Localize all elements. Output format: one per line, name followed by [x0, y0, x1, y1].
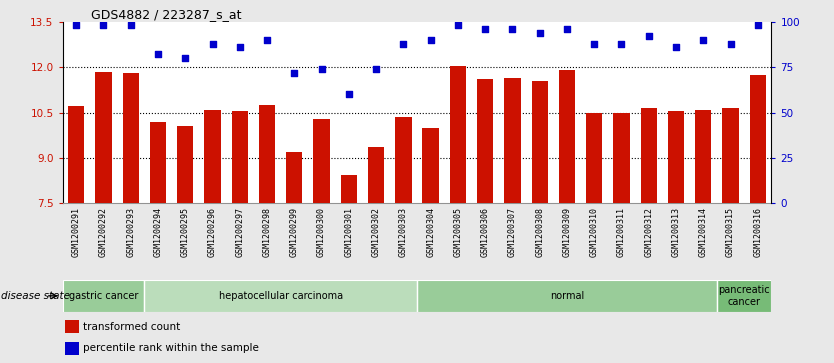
Text: GSM1200293: GSM1200293 — [126, 207, 135, 257]
Point — [560, 26, 574, 32]
Point — [724, 41, 737, 46]
Bar — [65, 320, 79, 333]
Bar — [204, 110, 221, 203]
Text: GSM1200300: GSM1200300 — [317, 207, 326, 257]
Bar — [695, 110, 711, 203]
Bar — [450, 66, 466, 203]
Text: GSM1200304: GSM1200304 — [426, 207, 435, 257]
Point — [642, 33, 656, 39]
Bar — [340, 175, 357, 203]
Text: GSM1200307: GSM1200307 — [508, 207, 517, 257]
Text: GSM1200316: GSM1200316 — [753, 207, 762, 257]
Bar — [417, 280, 717, 312]
Point — [206, 41, 219, 46]
Bar — [505, 78, 520, 203]
Text: normal: normal — [550, 291, 584, 301]
Text: GSM1200295: GSM1200295 — [181, 207, 190, 257]
Text: GSM1200292: GSM1200292 — [99, 207, 108, 257]
Point — [670, 44, 683, 50]
Text: GSM1200311: GSM1200311 — [617, 207, 626, 257]
Bar — [423, 128, 439, 203]
Text: percentile rank within the sample: percentile rank within the sample — [83, 343, 259, 354]
Text: GDS4882 / 223287_s_at: GDS4882 / 223287_s_at — [91, 8, 241, 21]
Point — [178, 55, 192, 61]
Bar — [144, 280, 417, 312]
Point — [424, 37, 437, 43]
Bar — [395, 117, 411, 203]
Text: GSM1200308: GSM1200308 — [535, 207, 545, 257]
Text: GSM1200314: GSM1200314 — [699, 207, 708, 257]
Bar — [477, 79, 494, 203]
Point — [751, 23, 765, 28]
Point — [479, 26, 492, 32]
Text: GSM1200309: GSM1200309 — [562, 207, 571, 257]
Bar — [314, 119, 329, 203]
Bar — [65, 342, 79, 355]
Point — [615, 41, 628, 46]
Bar — [68, 106, 84, 203]
Bar — [259, 105, 275, 203]
Point — [696, 37, 710, 43]
Text: GSM1200298: GSM1200298 — [263, 207, 272, 257]
Bar — [586, 113, 602, 203]
Bar — [559, 70, 575, 203]
Text: hepatocellular carcinoma: hepatocellular carcinoma — [219, 291, 343, 301]
Point — [260, 37, 274, 43]
Text: GSM1200303: GSM1200303 — [399, 207, 408, 257]
Point — [397, 41, 410, 46]
Text: GSM1200302: GSM1200302 — [372, 207, 380, 257]
Point — [69, 23, 83, 28]
Bar — [722, 108, 739, 203]
Text: GSM1200305: GSM1200305 — [454, 207, 462, 257]
Text: GSM1200297: GSM1200297 — [235, 207, 244, 257]
Bar — [63, 280, 144, 312]
Bar — [750, 75, 766, 203]
Bar — [717, 280, 771, 312]
Text: GSM1200315: GSM1200315 — [726, 207, 735, 257]
Point — [505, 26, 519, 32]
Bar — [668, 111, 684, 203]
Bar — [368, 147, 384, 203]
Bar — [177, 126, 193, 203]
Text: GSM1200313: GSM1200313 — [671, 207, 681, 257]
Text: GSM1200301: GSM1200301 — [344, 207, 354, 257]
Text: transformed count: transformed count — [83, 322, 180, 332]
Bar — [123, 73, 139, 203]
Bar — [95, 72, 112, 203]
Text: GSM1200291: GSM1200291 — [72, 207, 81, 257]
Text: disease state: disease state — [1, 291, 70, 301]
Point — [315, 66, 329, 72]
Text: GSM1200312: GSM1200312 — [644, 207, 653, 257]
Point — [587, 41, 600, 46]
Text: GSM1200296: GSM1200296 — [208, 207, 217, 257]
Text: GSM1200306: GSM1200306 — [480, 207, 490, 257]
Point — [533, 30, 546, 36]
Point — [342, 91, 355, 97]
Text: pancreatic
cancer: pancreatic cancer — [718, 285, 770, 307]
Point — [97, 23, 110, 28]
Bar — [613, 113, 630, 203]
Text: gastric cancer: gastric cancer — [68, 291, 138, 301]
Bar — [286, 152, 303, 203]
Point — [288, 70, 301, 76]
Text: GSM1200294: GSM1200294 — [153, 207, 163, 257]
Bar — [150, 122, 166, 203]
Text: GSM1200310: GSM1200310 — [590, 207, 599, 257]
Bar — [531, 81, 548, 203]
Bar — [641, 108, 657, 203]
Point — [451, 23, 465, 28]
Point — [369, 66, 383, 72]
Point — [151, 52, 164, 57]
Text: GSM1200299: GSM1200299 — [289, 207, 299, 257]
Bar — [232, 111, 248, 203]
Point — [124, 23, 138, 28]
Point — [234, 44, 247, 50]
